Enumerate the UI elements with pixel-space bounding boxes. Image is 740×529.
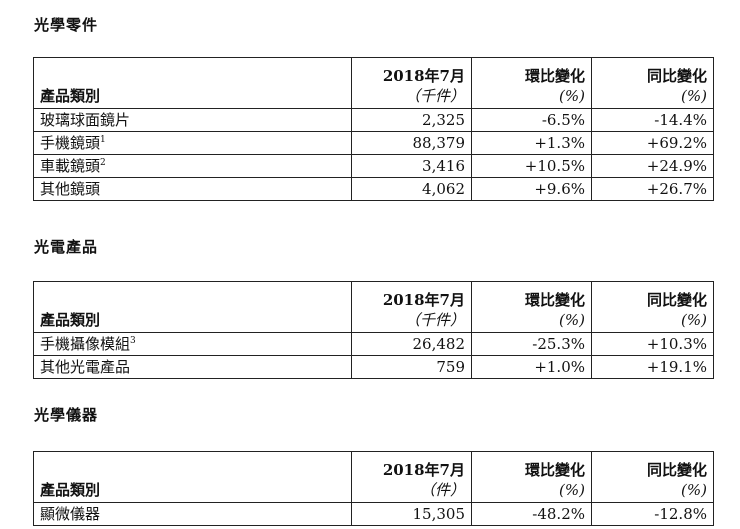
- row-value: 26,482: [351, 332, 472, 356]
- header-category: 產品類別: [33, 451, 352, 503]
- header-mom: 環比變化 (%): [471, 57, 592, 109]
- table-header-row: 產品類別 2018年7月 （件） 環比變化 (%) 同比變化 (%): [33, 451, 714, 503]
- row-yoy: +26.7%: [591, 177, 714, 201]
- section-title-optoelectronic-products: 光電產品: [34, 238, 99, 256]
- row-yoy: +69.2%: [591, 131, 714, 155]
- table-row: 其他光電產品 759 +1.0% +19.1%: [33, 355, 714, 379]
- row-yoy: +10.3%: [591, 332, 714, 356]
- header-mom: 環比變化 (%): [471, 451, 592, 503]
- header-mom: 環比變化 (%): [471, 281, 592, 333]
- row-value: 3,416: [351, 154, 472, 178]
- table-row: 玻璃球面鏡片 2,325 -6.5% -14.4%: [33, 108, 714, 132]
- table-row: 其他鏡頭 4,062 +9.6% +26.7%: [33, 177, 714, 201]
- row-mom: +9.6%: [471, 177, 592, 201]
- table-row: 顯微儀器 15,305 -48.2% -12.8%: [33, 502, 714, 526]
- row-value: 2,325: [351, 108, 472, 132]
- table-row: 手機鏡頭1 88,379 +1.3% +69.2%: [33, 131, 714, 155]
- row-mom: +10.5%: [471, 154, 592, 178]
- row-value: 759: [351, 355, 472, 379]
- row-name: 玻璃球面鏡片: [33, 108, 352, 132]
- row-yoy: -12.8%: [591, 502, 714, 526]
- row-name: 車載鏡頭2: [33, 154, 352, 178]
- row-yoy: -14.4%: [591, 108, 714, 132]
- section-title-optical-components: 光學零件: [34, 16, 99, 34]
- row-value: 15,305: [351, 502, 472, 526]
- optoelectronic-products-table: 產品類別 2018年7月 （千件） 環比變化 (%) 同比變化 (%) 手機攝像模組3…: [33, 281, 714, 379]
- table-header-row: 產品類別 2018年7月 （千件） 環比變化 (%) 同比變化 (%): [33, 281, 714, 333]
- table-row: 車載鏡頭2 3,416 +10.5% +24.9%: [33, 154, 714, 178]
- row-value: 4,062: [351, 177, 472, 201]
- row-mom: -48.2%: [471, 502, 592, 526]
- header-category: 產品類別: [33, 57, 352, 109]
- row-mom: +1.3%: [471, 131, 592, 155]
- header-month: 2018年7月 （千件）: [351, 57, 472, 109]
- row-name: 手機攝像模組3: [33, 332, 352, 356]
- header-month: 2018年7月 （千件）: [351, 281, 472, 333]
- header-category: 產品類別: [33, 281, 352, 333]
- row-mom: +1.0%: [471, 355, 592, 379]
- row-mom: -6.5%: [471, 108, 592, 132]
- row-name: 其他鏡頭: [33, 177, 352, 201]
- row-name: 顯微儀器: [33, 502, 352, 526]
- optical-components-table: 產品類別 2018年7月 （千件） 環比變化 (%) 同比變化 (%) 玻璃球面鏡片 …: [33, 57, 714, 201]
- row-name: 其他光電產品: [33, 355, 352, 379]
- header-yoy: 同比變化 (%): [591, 451, 714, 503]
- optical-instruments-table: 產品類別 2018年7月 （件） 環比變化 (%) 同比變化 (%) 顯微儀器 15,…: [33, 451, 714, 526]
- table-header-row: 產品類別 2018年7月 （千件） 環比變化 (%) 同比變化 (%): [33, 57, 714, 109]
- header-yoy: 同比變化 (%): [591, 57, 714, 109]
- row-value: 88,379: [351, 131, 472, 155]
- row-yoy: +19.1%: [591, 355, 714, 379]
- row-yoy: +24.9%: [591, 154, 714, 178]
- header-yoy: 同比變化 (%): [591, 281, 714, 333]
- header-month: 2018年7月 （件）: [351, 451, 472, 503]
- table-row: 手機攝像模組3 26,482 -25.3% +10.3%: [33, 332, 714, 356]
- row-name: 手機鏡頭1: [33, 131, 352, 155]
- section-title-optical-instruments: 光學儀器: [34, 406, 99, 424]
- row-mom: -25.3%: [471, 332, 592, 356]
